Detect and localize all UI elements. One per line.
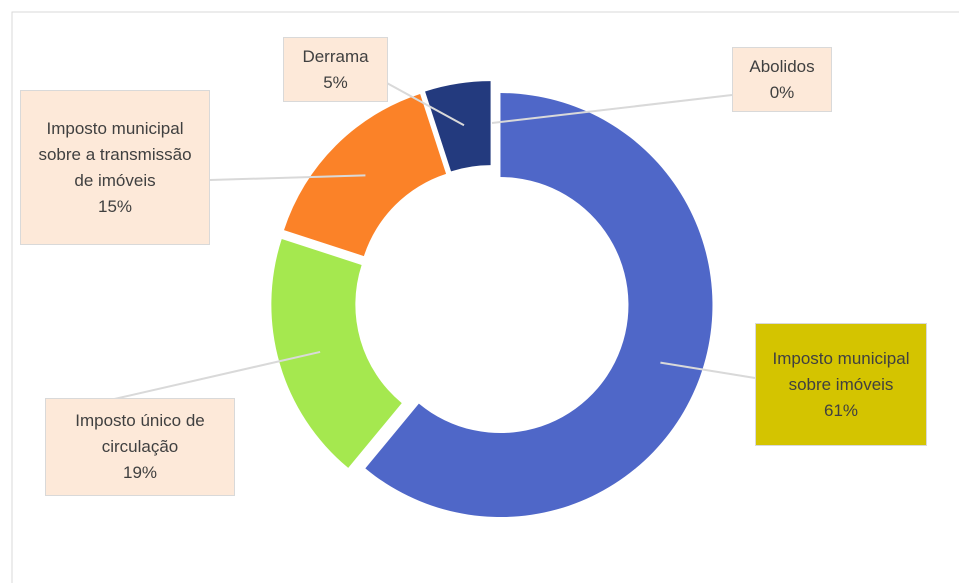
- data-label: Imposto municipal sobre imóveis 61%: [755, 323, 927, 446]
- donut-slice: [365, 93, 713, 518]
- label-value: 61%: [823, 400, 859, 420]
- leader-line: [384, 81, 465, 127]
- leader-line: [660, 361, 756, 379]
- label-name: Imposto municipal sobre a transmissão de…: [38, 118, 192, 190]
- label-name: Imposto único de circulação: [75, 411, 205, 456]
- donut-slice: [425, 81, 491, 172]
- label-value: 15%: [97, 196, 133, 216]
- data-label: Derrama 5%: [283, 37, 388, 102]
- label-value: 19%: [122, 463, 158, 482]
- leader-line: [209, 174, 366, 181]
- data-label: Imposto municipal sobre a transmissão de…: [20, 90, 210, 245]
- chart-frame: [11, 11, 959, 583]
- label-value: 0%: [769, 82, 795, 102]
- donut-slice: [271, 238, 402, 468]
- label-value: 5%: [323, 72, 348, 92]
- data-label: Imposto único de circulação 19%: [45, 398, 235, 496]
- label-name: Abolidos: [749, 56, 815, 76]
- label-name: Imposto municipal sobre imóveis: [772, 348, 910, 394]
- label-name: Derrama: [302, 46, 369, 66]
- leader-line: [109, 350, 321, 401]
- leader-line: [491, 94, 733, 124]
- data-label: Abolidos 0%: [732, 47, 832, 112]
